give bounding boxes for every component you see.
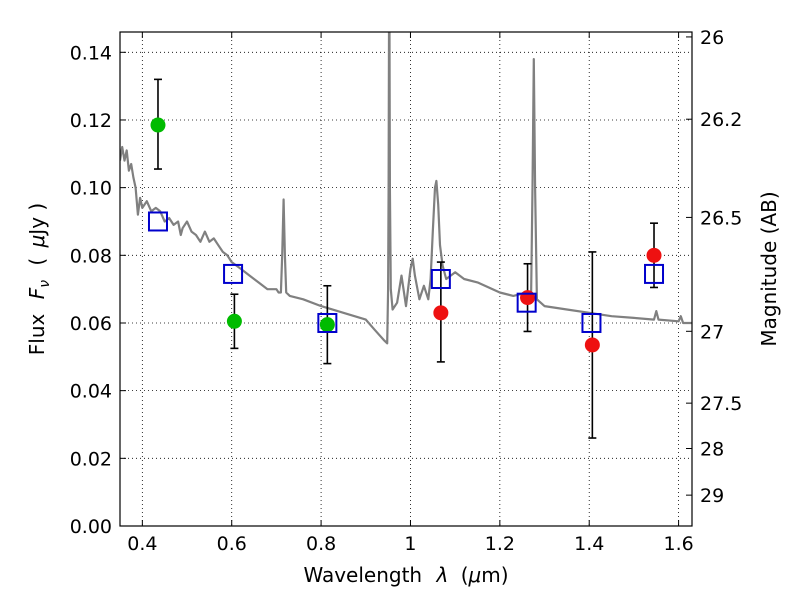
circle-point xyxy=(584,337,600,353)
y-tick-label: 0.08 xyxy=(70,245,112,267)
y2-tick-label: 26.5 xyxy=(700,207,742,229)
plot-frame xyxy=(119,31,693,527)
circle-point xyxy=(226,313,242,329)
x-axis-label: Wavelength λ (μm) xyxy=(303,563,508,587)
circle-point xyxy=(319,317,335,333)
x-axis-label-unit-mu: μ xyxy=(468,563,482,587)
y2-tick-label: 26.2 xyxy=(700,109,742,131)
y-axis-label-symbol-sub: ν xyxy=(37,280,53,288)
circle-point xyxy=(520,290,536,306)
x-tick-label: 1.2 xyxy=(485,533,515,555)
spectrum-layer xyxy=(120,32,692,345)
y-axis-label-unit-rest: Jy ) xyxy=(25,203,49,237)
y-axis-label-text: Flux xyxy=(25,313,49,355)
y2-tick-label: 27 xyxy=(700,321,724,343)
x-tick-label: 0.6 xyxy=(217,533,247,555)
ticks: 0.4 0.6 0.8 1 1.2 1.4 1.6 0.00 0.02 0.04 0.06 0.08 0… xyxy=(70,27,743,555)
y-axis-label: Flux Fν ( μJy ) xyxy=(25,203,54,355)
x-axis-label-unit-rest: m) xyxy=(481,563,508,587)
square-point xyxy=(644,263,665,284)
y-axis-label-symbol: F xyxy=(25,287,49,299)
square-point xyxy=(223,263,244,284)
square-point xyxy=(317,312,338,333)
x-tick-label: 1.6 xyxy=(663,533,693,555)
circle-point xyxy=(433,305,449,321)
x-tick-label: 0.4 xyxy=(127,533,157,555)
y2-tick-label: 27.5 xyxy=(700,393,742,415)
x-axis-label-symbol: λ xyxy=(435,563,448,587)
y2-tick-label: 28 xyxy=(700,438,724,460)
y2-tick-label: 29 xyxy=(700,485,724,507)
data-points xyxy=(147,78,665,439)
y-axis-label-unit-open: ( xyxy=(25,258,49,266)
square-point xyxy=(516,292,537,313)
y2-axis-label: Magnitude (AB) xyxy=(757,191,781,346)
y-tick-label: 0.04 xyxy=(70,381,112,403)
x-tick-label: 1 xyxy=(404,533,416,555)
spectrum-line xyxy=(120,32,692,345)
square-point xyxy=(581,312,602,333)
circle-point xyxy=(150,117,166,133)
square-point xyxy=(147,211,168,232)
x-tick-label: 1.4 xyxy=(574,533,604,555)
y-tick-label: 0.14 xyxy=(70,42,112,64)
y-tick-label: 0.10 xyxy=(70,178,112,200)
y-tick-label: 0.00 xyxy=(70,516,112,538)
circle-point xyxy=(646,247,662,263)
x-axis-label-unit-open: ( xyxy=(461,563,469,587)
y2-tick-label: 26 xyxy=(700,27,724,49)
x-tick-label: 0.8 xyxy=(306,533,336,555)
y-tick-label: 0.12 xyxy=(70,110,112,132)
y-axis-label-unit-mu: μ xyxy=(25,235,49,249)
grid xyxy=(120,32,692,527)
y-tick-label: 0.02 xyxy=(70,448,112,470)
square-point xyxy=(430,269,451,289)
y-tick-label: 0.06 xyxy=(70,313,112,335)
x-axis-label-text: Wavelength xyxy=(303,563,422,587)
